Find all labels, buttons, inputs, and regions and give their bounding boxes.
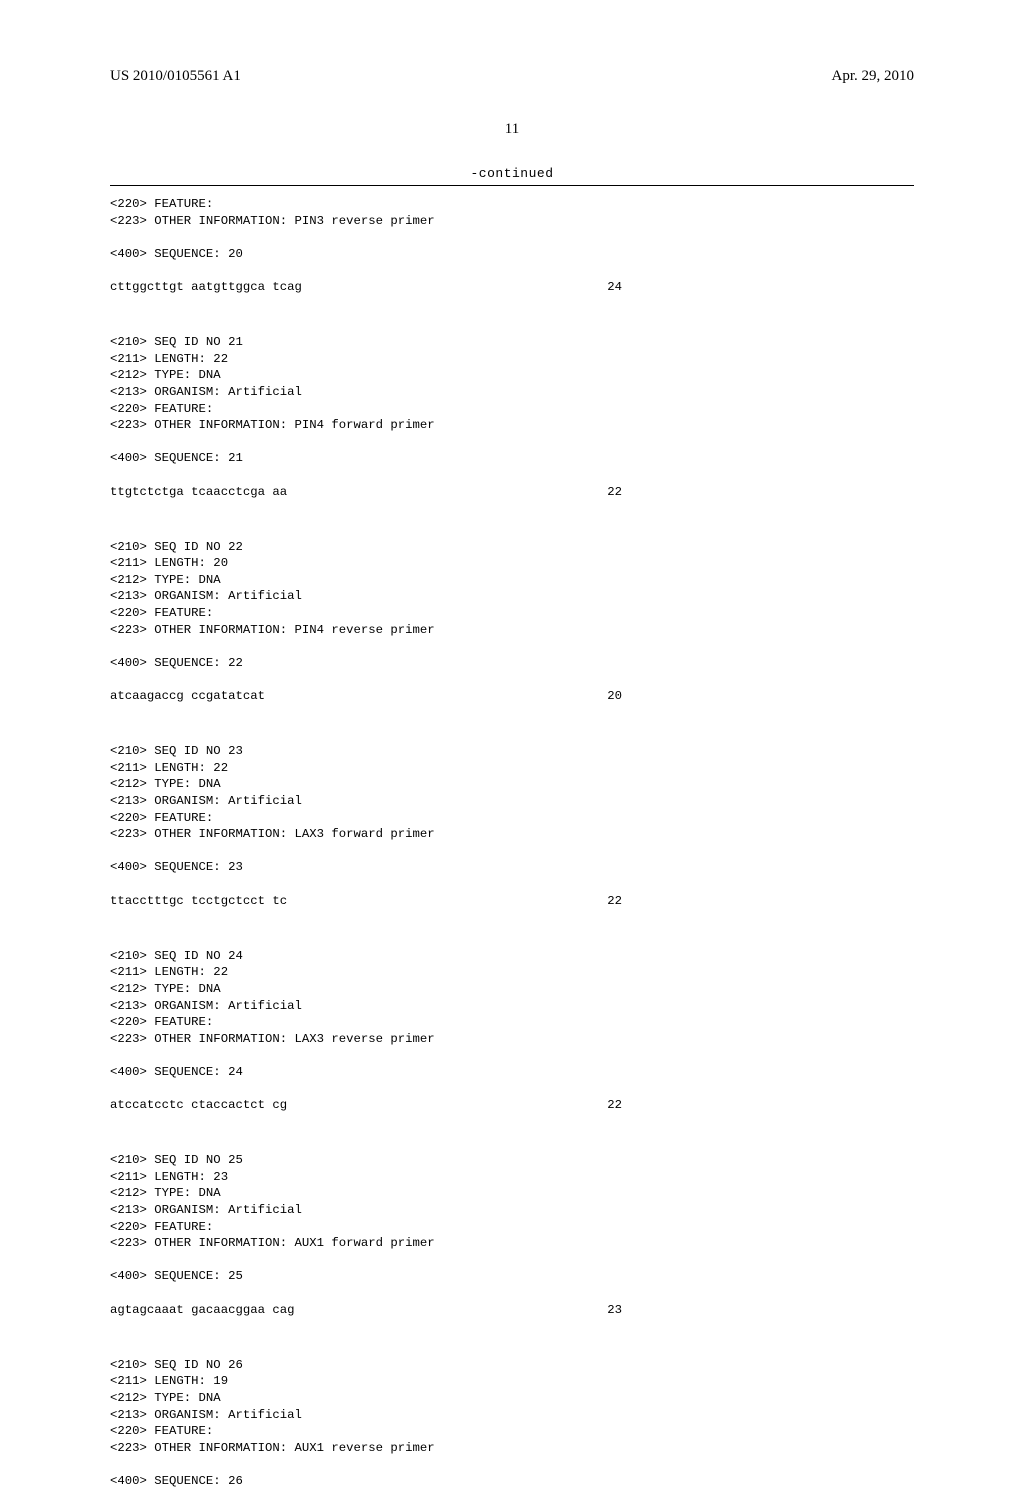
sequence-meta-line: <223> OTHER INFORMATION: PIN4 forward pr…: [110, 417, 914, 434]
sequence-label: <400> SEQUENCE: 25: [110, 1268, 914, 1285]
block-gap: [110, 727, 914, 744]
blank-line: [110, 229, 914, 246]
sequence-meta-line: <211> LENGTH: 20: [110, 555, 914, 572]
sequence-meta-line: <213> ORGANISM: Artificial: [110, 588, 914, 605]
sequence-meta-line: <223> OTHER INFORMATION: PIN3 reverse pr…: [110, 213, 914, 230]
sequence-block: <210> SEQ ID NO 26<211> LENGTH: 19<212> …: [110, 1357, 914, 1490]
sequence-length: 22: [607, 1097, 630, 1114]
blank-line: [110, 843, 914, 860]
sequence-meta-line: <210> SEQ ID NO 25: [110, 1152, 914, 1169]
blank-line: [110, 1285, 914, 1302]
sequence-meta-line: <220> FEATURE:: [110, 1423, 914, 1440]
sequence-meta-line: <210> SEQ ID NO 24: [110, 948, 914, 965]
sequence-meta-line: <210> SEQ ID NO 23: [110, 743, 914, 760]
sequence-text: ttacctttgc tcctgctcct tc: [110, 893, 287, 910]
sequence-meta-line: <213> ORGANISM: Artificial: [110, 793, 914, 810]
sequence-text: ttgtctctga tcaacctcga aa: [110, 484, 287, 501]
sequence-meta-line: <220> FEATURE:: [110, 196, 914, 213]
sequence-meta-line: <220> FEATURE:: [110, 605, 914, 622]
sequence-meta-line: <213> ORGANISM: Artificial: [110, 1407, 914, 1424]
sequence-label: <400> SEQUENCE: 23: [110, 859, 914, 876]
sequence-label: <400> SEQUENCE: 20: [110, 246, 914, 263]
sequence-length: 22: [607, 484, 630, 501]
sequence-block: <210> SEQ ID NO 24<211> LENGTH: 22<212> …: [110, 948, 914, 1114]
block-gap: [110, 931, 914, 948]
blank-line: [110, 671, 914, 688]
sequence-meta-line: <213> ORGANISM: Artificial: [110, 1202, 914, 1219]
sequence-row: ttacctttgc tcctgctcct tc 22: [110, 893, 630, 910]
sequence-meta-line: <210> SEQ ID NO 26: [110, 1357, 914, 1374]
blank-line: [110, 467, 914, 484]
sequence-meta-line: <211> LENGTH: 22: [110, 964, 914, 981]
sequence-block: <210> SEQ ID NO 23<211> LENGTH: 22<212> …: [110, 743, 914, 909]
sequence-meta-line: <212> TYPE: DNA: [110, 981, 914, 998]
block-gap: [110, 522, 914, 539]
sequence-meta-line: <213> ORGANISM: Artificial: [110, 384, 914, 401]
sequence-meta-line: <213> ORGANISM: Artificial: [110, 998, 914, 1015]
blank-line: [110, 1081, 914, 1098]
sequence-listing: <220> FEATURE:<223> OTHER INFORMATION: P…: [110, 196, 914, 1490]
sequence-text: agtagcaaat gacaacggaa cag: [110, 1302, 294, 1319]
sequence-meta-line: <223> OTHER INFORMATION: LAX3 forward pr…: [110, 826, 914, 843]
publication-number: US 2010/0105561 A1: [110, 68, 241, 85]
sequence-meta-line: <211> LENGTH: 22: [110, 760, 914, 777]
sequence-text: cttggcttgt aatgttggca tcag: [110, 279, 302, 296]
blank-line: [110, 1047, 914, 1064]
sequence-meta-line: <212> TYPE: DNA: [110, 776, 914, 793]
blank-line: [110, 434, 914, 451]
horizontal-rule: [110, 185, 914, 186]
block-gap: [110, 1340, 914, 1357]
sequence-label: <400> SEQUENCE: 21: [110, 450, 914, 467]
sequence-meta-line: <223> OTHER INFORMATION: AUX1 reverse pr…: [110, 1440, 914, 1457]
sequence-row: atcaagaccg ccgatatcat 20: [110, 688, 630, 705]
sequence-label: <400> SEQUENCE: 24: [110, 1064, 914, 1081]
sequence-meta-line: <211> LENGTH: 23: [110, 1169, 914, 1186]
sequence-block: <210> SEQ ID NO 25<211> LENGTH: 23<212> …: [110, 1152, 914, 1318]
blank-line: [110, 638, 914, 655]
sequence-meta-line: <220> FEATURE:: [110, 401, 914, 418]
sequence-meta-line: <211> LENGTH: 22: [110, 351, 914, 368]
blank-line: [110, 262, 914, 279]
sequence-meta-line: <220> FEATURE:: [110, 810, 914, 827]
sequence-length: 20: [607, 688, 630, 705]
sequence-row: atccatcctc ctaccactct cg 22: [110, 1097, 630, 1114]
sequence-text: atcaagaccg ccgatatcat: [110, 688, 265, 705]
sequence-meta-line: <211> LENGTH: 19: [110, 1373, 914, 1390]
sequence-meta-line: <220> FEATURE:: [110, 1014, 914, 1031]
sequence-length: 22: [607, 893, 630, 910]
sequence-text: atccatcctc ctaccactct cg: [110, 1097, 287, 1114]
sequence-meta-line: <223> OTHER INFORMATION: PIN4 reverse pr…: [110, 622, 914, 639]
blank-line: [110, 1456, 914, 1473]
sequence-meta-line: <223> OTHER INFORMATION: LAX3 reverse pr…: [110, 1031, 914, 1048]
sequence-meta-line: <223> OTHER INFORMATION: AUX1 forward pr…: [110, 1235, 914, 1252]
sequence-block: <210> SEQ ID NO 22<211> LENGTH: 20<212> …: [110, 539, 914, 705]
sequence-row: agtagcaaat gacaacggaa cag 23: [110, 1302, 630, 1319]
sequence-meta-line: <212> TYPE: DNA: [110, 572, 914, 589]
sequence-length: 23: [607, 1302, 630, 1319]
sequence-label: <400> SEQUENCE: 22: [110, 655, 914, 672]
publication-date: Apr. 29, 2010: [832, 68, 915, 85]
sequence-block: <220> FEATURE:<223> OTHER INFORMATION: P…: [110, 196, 914, 296]
continued-label: -continued: [110, 166, 914, 181]
sequence-label: <400> SEQUENCE: 26: [110, 1473, 914, 1490]
blank-line: [110, 876, 914, 893]
page-number: 11: [110, 121, 914, 138]
sequence-meta-line: <210> SEQ ID NO 22: [110, 539, 914, 556]
patent-page: US 2010/0105561 A1 Apr. 29, 2010 11 -con…: [0, 0, 1024, 1320]
sequence-row: cttggcttgt aatgttggca tcag 24: [110, 279, 630, 296]
block-gap: [110, 318, 914, 335]
sequence-block: <210> SEQ ID NO 21<211> LENGTH: 22<212> …: [110, 334, 914, 500]
page-header: US 2010/0105561 A1 Apr. 29, 2010: [110, 68, 914, 85]
sequence-meta-line: <212> TYPE: DNA: [110, 367, 914, 384]
block-gap: [110, 1136, 914, 1153]
sequence-row: ttgtctctga tcaacctcga aa 22: [110, 484, 630, 501]
sequence-meta-line: <220> FEATURE:: [110, 1219, 914, 1236]
sequence-meta-line: <212> TYPE: DNA: [110, 1390, 914, 1407]
blank-line: [110, 1252, 914, 1269]
sequence-meta-line: <210> SEQ ID NO 21: [110, 334, 914, 351]
sequence-length: 24: [607, 279, 630, 296]
sequence-meta-line: <212> TYPE: DNA: [110, 1185, 914, 1202]
